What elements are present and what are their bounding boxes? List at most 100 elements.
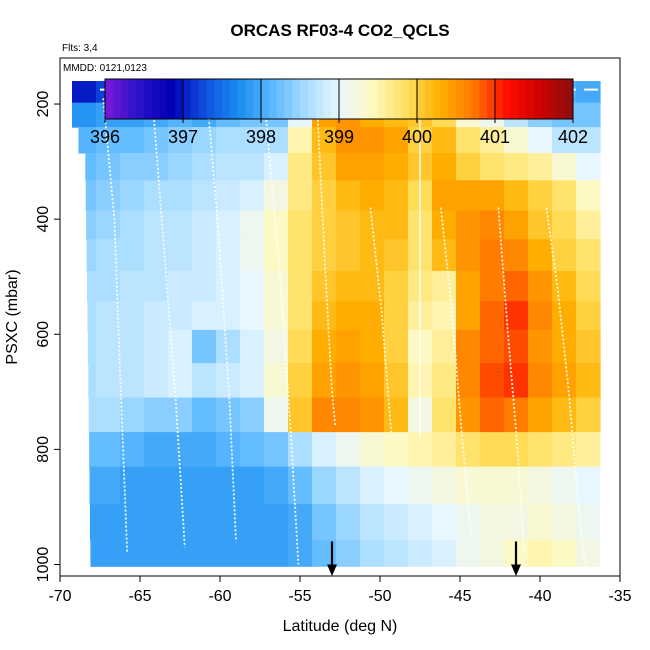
- heatmap-cell: [480, 180, 505, 212]
- axes: -70 -65 -60 -55 -50 -45 -40 -35 200 400 600 800 1000: [35, 91, 632, 605]
- colorbar-swatch: [417, 79, 426, 119]
- flight-track-line: [263, 103, 300, 565]
- heatmap-cell: [240, 397, 265, 433]
- heatmap-cell: [528, 540, 553, 567]
- colorbar-swatch: [300, 79, 309, 119]
- heatmap-cell: [312, 270, 337, 302]
- heatmap-cell: [456, 270, 481, 302]
- heatmap-cell: [192, 301, 217, 331]
- heatmap-cell: [576, 329, 601, 364]
- heatmap-cell: [456, 363, 481, 399]
- heatmap-cell: [552, 466, 577, 505]
- heatmap-cell: [528, 301, 553, 331]
- heatmap-cell: [432, 180, 457, 212]
- heatmap-cell: [168, 504, 193, 541]
- heatmap-cell: [120, 363, 145, 399]
- colorbar-swatch: [346, 79, 356, 119]
- colorbar-swatch: [393, 79, 402, 119]
- colorbar-swatch: [479, 79, 488, 119]
- heatmap-cell: [89, 504, 97, 541]
- heatmap-cell: [480, 270, 505, 302]
- colorbar-swatch: [362, 79, 371, 119]
- heatmap-cell: [576, 363, 601, 399]
- heatmap-cell: [144, 540, 169, 567]
- colorbar-swatch: [214, 79, 223, 119]
- heatmap-cell: [216, 210, 241, 240]
- heatmap-cell: [96, 432, 121, 468]
- colorbar-swatch: [136, 79, 145, 119]
- heatmap-cell: [432, 432, 457, 468]
- heatmap-cell: [552, 432, 577, 468]
- heatmap-cell: [384, 466, 409, 505]
- colorbar-swatch: [190, 79, 200, 119]
- heatmap-cell: [528, 180, 553, 212]
- heatmap-cell: [216, 180, 241, 212]
- heatmap-cell: [264, 540, 289, 567]
- heatmap-cell: [504, 301, 529, 331]
- heatmap-cell: [576, 432, 601, 468]
- heatmap-cell: [120, 504, 145, 541]
- heatmap-cell: [552, 363, 577, 399]
- colorbar-swatch: [253, 79, 262, 119]
- heatmap-cell: [288, 301, 313, 331]
- heatmap-cell: [216, 127, 241, 154]
- heatmap-cell: [504, 180, 529, 212]
- heatmap-cell: [192, 210, 217, 240]
- heatmap-cell: [216, 363, 241, 399]
- heatmap-cell: [528, 127, 553, 154]
- heatmap-cell: [86, 270, 97, 302]
- heatmap-cell: [336, 180, 361, 212]
- location-arrow-head: [327, 564, 337, 576]
- heatmap-cell: [96, 363, 121, 399]
- heatmap-cell: [456, 432, 481, 468]
- colorbar-swatch: [159, 79, 168, 119]
- heatmap-cell: [504, 127, 529, 154]
- heatmap-cell: [552, 210, 577, 240]
- colorbar-tick-label: 398: [246, 127, 276, 147]
- colorbar-swatch: [128, 79, 137, 119]
- heatmap-cell: [384, 270, 409, 302]
- heatmap-cell: [504, 152, 529, 181]
- plot-frame: [59, 57, 621, 577]
- heatmap-cell: [504, 466, 529, 505]
- heatmap-cell: [192, 363, 217, 399]
- heatmap-cell: [87, 301, 97, 331]
- colorbar-swatch: [424, 79, 434, 119]
- colorbar-tick-label: 402: [558, 127, 588, 147]
- x-axis-tick-label: -65: [128, 588, 151, 605]
- heatmap-cell: [89, 432, 97, 468]
- heatmap-cell: [408, 432, 433, 468]
- colorbar-swatch: [541, 79, 551, 119]
- colorbar-swatch: [331, 79, 340, 119]
- heatmap-cell: [168, 363, 193, 399]
- heatmap-cell: [288, 329, 313, 364]
- heatmap-cell: [288, 239, 313, 272]
- heatmap-cell: [384, 504, 409, 541]
- colorbar-swatch: [432, 79, 441, 119]
- heatmap-cell: [78, 127, 97, 154]
- heatmap-cell: [89, 466, 97, 505]
- heatmap-cell: [336, 152, 361, 181]
- x-axis-tick-label: -55: [288, 588, 311, 605]
- heatmap-cell: [144, 432, 169, 468]
- heatmap-cell: [576, 180, 601, 212]
- heatmap-cell: [576, 239, 601, 272]
- colorbar-swatch: [175, 79, 184, 119]
- heatmap-cell: [480, 540, 505, 567]
- heatmap-cell: [432, 270, 457, 302]
- heatmap-cell: [360, 270, 385, 302]
- colorbar-swatch: [495, 79, 504, 119]
- heatmap-cell: [528, 504, 553, 541]
- heatmap-cell: [240, 152, 265, 181]
- heatmap-cell: [504, 210, 529, 240]
- heatmap-cell: [288, 270, 313, 302]
- heatmap-cell: [288, 432, 313, 468]
- heatmap-cell: [192, 397, 217, 433]
- heatmap-cell: [120, 540, 145, 567]
- heatmap-cell: [528, 152, 553, 181]
- colorbar-swatch: [268, 79, 278, 119]
- heatmap-cell: [240, 432, 265, 468]
- heatmap-cell: [216, 152, 241, 181]
- heatmap-cell: [144, 210, 169, 240]
